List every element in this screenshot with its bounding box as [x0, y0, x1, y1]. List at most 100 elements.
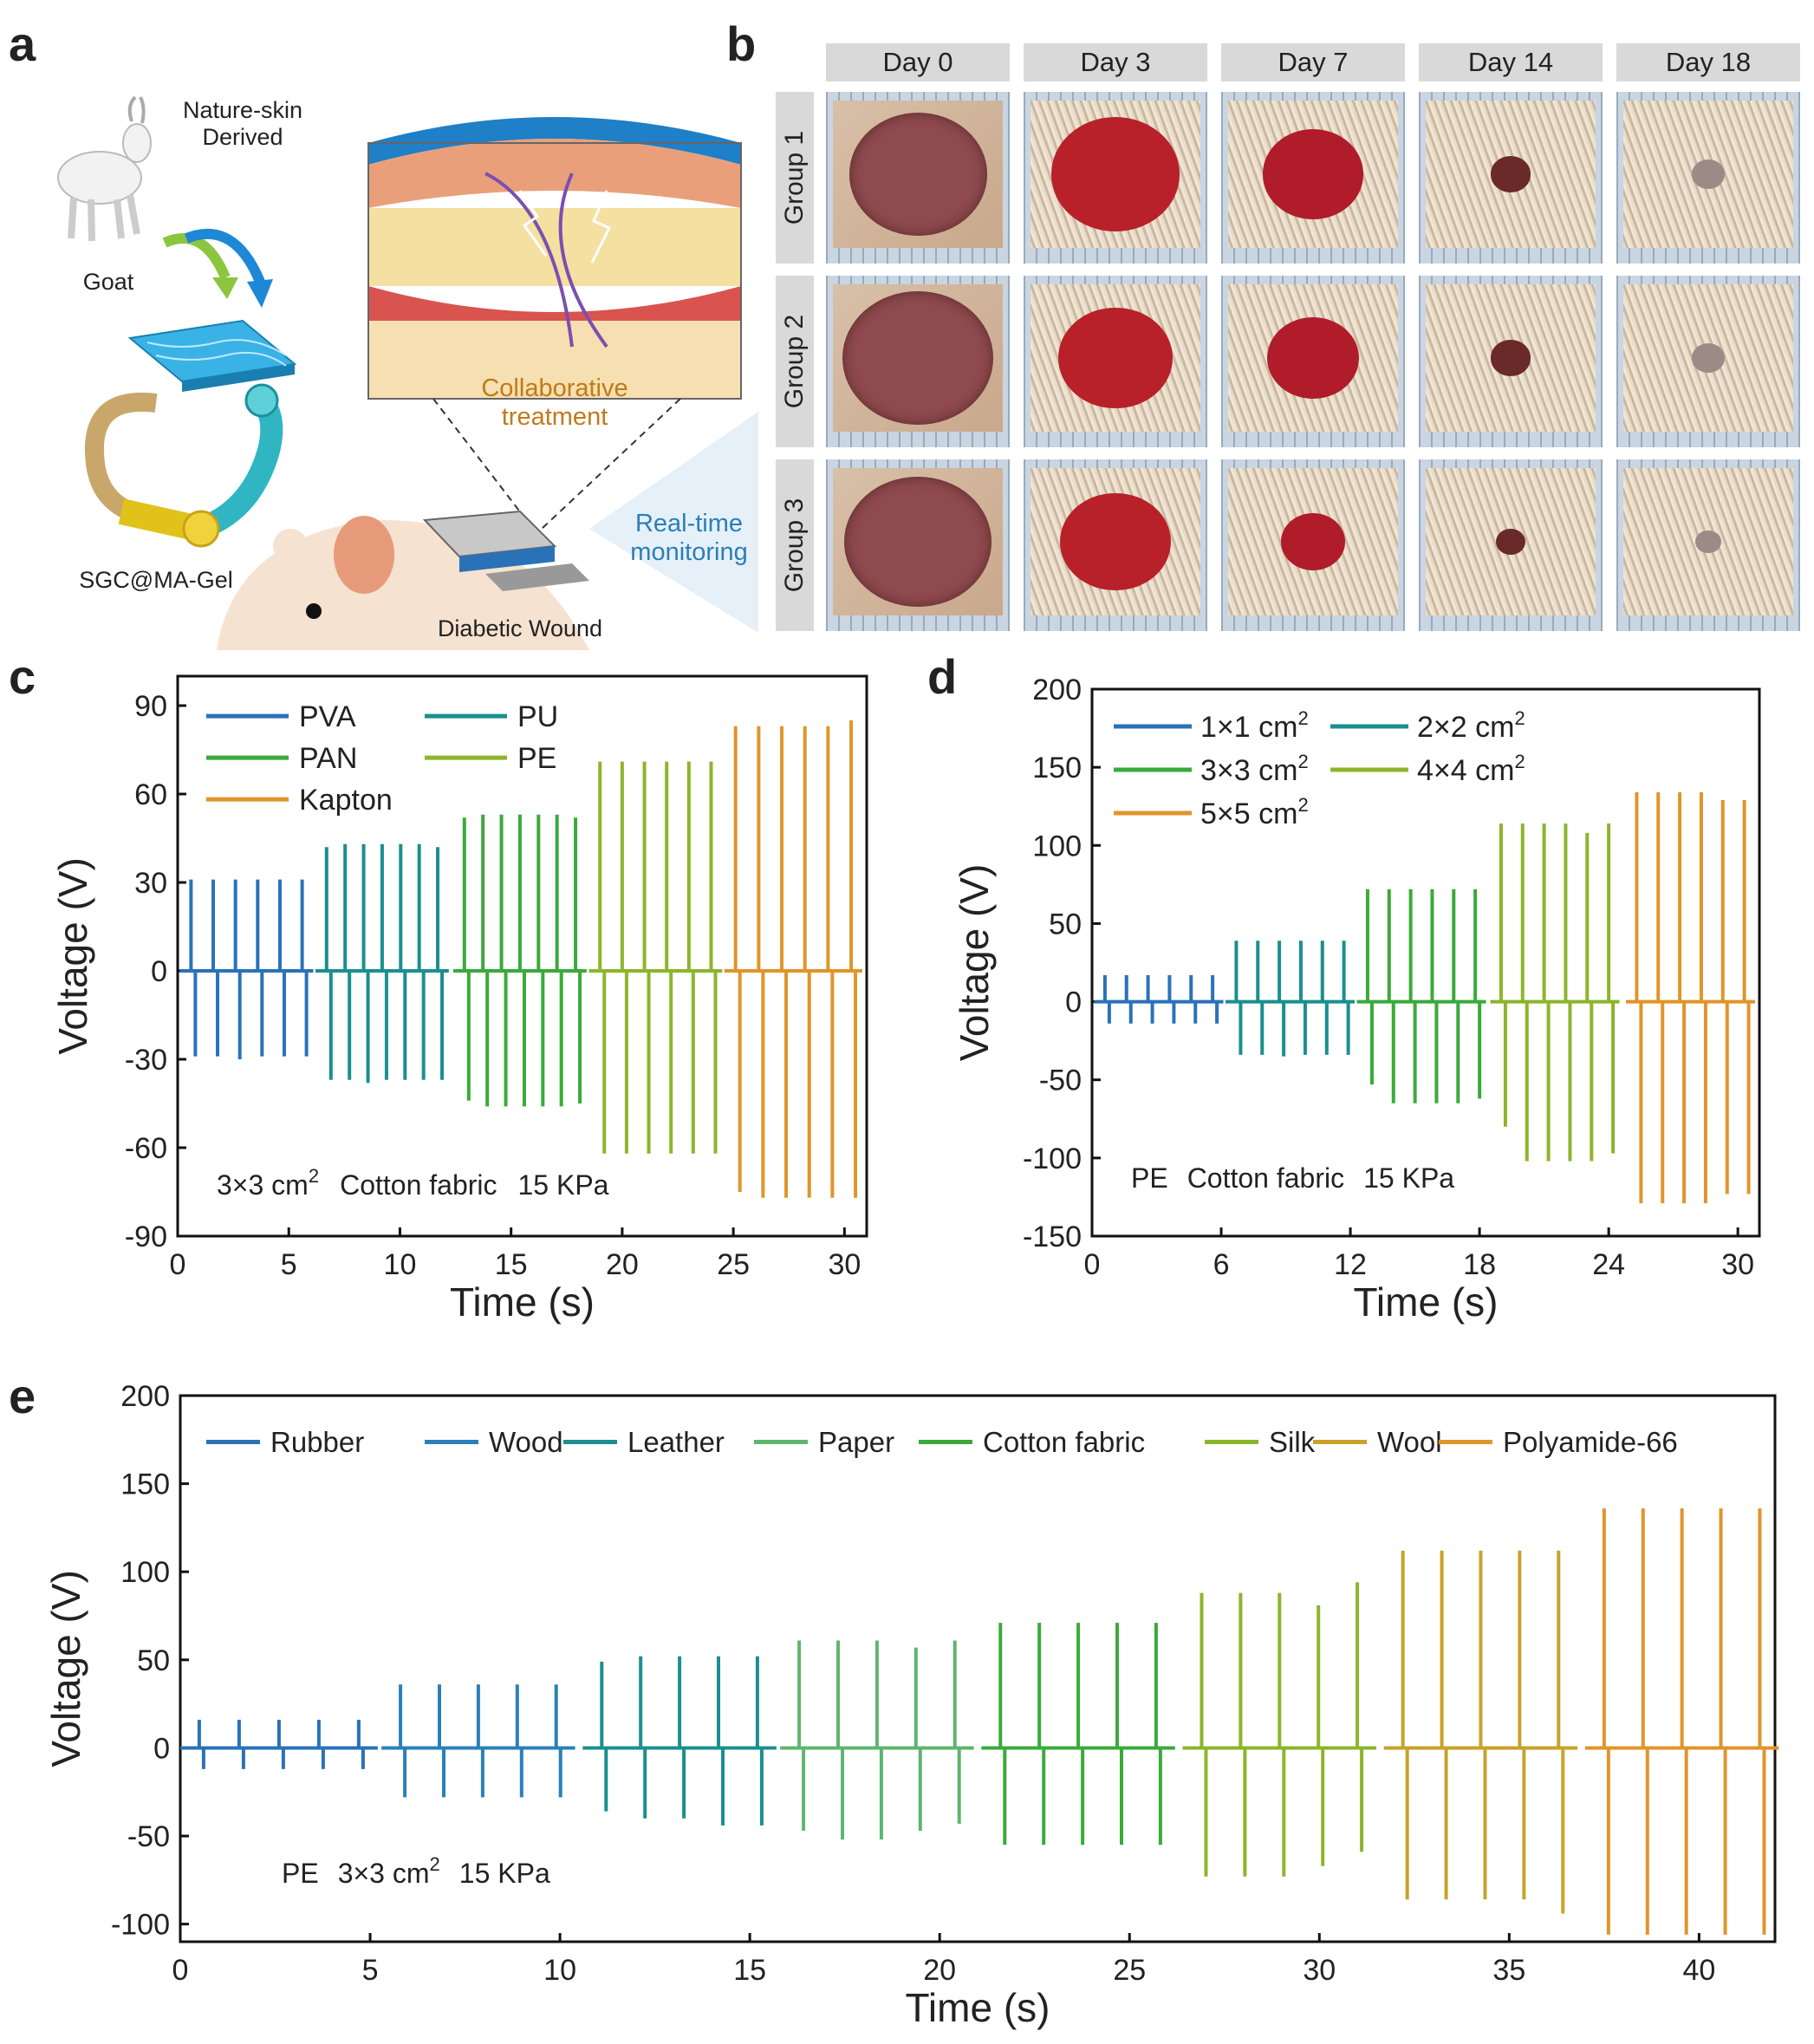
realtime-line1: Real-time — [634, 510, 744, 537]
series-kapton — [724, 720, 862, 1198]
legend-label: PAN — [299, 742, 357, 775]
wound-area — [1695, 530, 1721, 554]
y-tick-label: 50 — [137, 1644, 170, 1677]
wound-device-illustration — [422, 510, 589, 591]
wound-photo — [1221, 92, 1405, 264]
y-tick-label: 150 — [120, 1468, 170, 1501]
legend-label: Rubber — [270, 1426, 364, 1458]
wound-area — [1267, 316, 1359, 400]
legend-item-1: PU — [425, 700, 558, 733]
legend-label: PE — [517, 742, 556, 775]
annotation-area: 3×3 cm — [338, 1858, 430, 1889]
y-axis-label: Voltage (V) — [50, 857, 95, 1055]
x-tick-label: 15 — [495, 1248, 528, 1281]
y-tick-label: 100 — [1032, 830, 1082, 863]
diabetic-wound-label: Diabetic Wound — [437, 615, 603, 641]
wound-area — [1262, 129, 1364, 219]
legend-item-1: 2×2 cm2 — [1330, 707, 1525, 744]
material-label: SGC@MA-Gel — [79, 567, 233, 593]
nature-skin-line1: Nature-skin — [182, 97, 303, 123]
annotation-superscript: 2 — [430, 1853, 440, 1875]
legend-label: 1×1 cm2 — [1200, 707, 1309, 744]
legend-text: 1×1 cm — [1200, 711, 1297, 744]
y-axis-label: Voltage (V) — [43, 1570, 88, 1767]
y-tick-label: 200 — [120, 1380, 170, 1413]
legend-item-7: Polyamide-66 — [1439, 1426, 1678, 1458]
legend-item-2: 3×3 cm2 — [1114, 751, 1309, 787]
realtime-label: Real-time monitoring — [615, 510, 763, 567]
legend-superscript: 2 — [1297, 751, 1308, 772]
x-tick-label: 6 — [1213, 1248, 1230, 1281]
wound-photo — [826, 276, 1010, 447]
wound-area — [1691, 343, 1726, 373]
legend-superscript: 2 — [1297, 707, 1308, 729]
legend-item-4: Kapton — [206, 784, 393, 817]
collaborative-label: Collaborative treatment — [442, 374, 667, 432]
x-tick-label: 24 — [1592, 1248, 1625, 1281]
annotation-superscript: 2 — [309, 1165, 319, 1187]
legend-superscript: 2 — [1514, 707, 1525, 729]
legend-text: 2×2 cm — [1417, 711, 1514, 744]
y-tick-label: 90 — [134, 690, 167, 723]
x-axis-label: Time (s) — [450, 1279, 595, 1325]
x-tick-label: 25 — [717, 1248, 750, 1281]
annotation-area: 3×3 cm — [217, 1169, 309, 1201]
x-tick-label: 30 — [1721, 1248, 1754, 1281]
annotation-pressure: 15 KPa — [1363, 1162, 1454, 1194]
panel-a-schematic: Nature-skin Derived Goat SGC@MA-Gel Coll… — [35, 61, 763, 650]
chart-annotation: PE Cotton fabric 15 KPa — [1131, 1162, 1454, 1194]
annotation-material: PE — [1131, 1162, 1168, 1194]
group-label-2: Group 2 — [776, 276, 814, 447]
wound-area — [1060, 492, 1171, 591]
legend-text: 3×3 cm — [1200, 754, 1297, 787]
y-tick-label: 200 — [1032, 674, 1082, 706]
wound-photo — [1616, 459, 1800, 631]
wound-area — [1490, 156, 1531, 192]
x-tick-label: 25 — [1113, 1954, 1146, 1987]
legend-item-2: Leather — [563, 1426, 725, 1458]
legend-item-6: Wool — [1313, 1426, 1442, 1458]
y-tick-label: 150 — [1032, 752, 1082, 784]
nature-skin-label: Nature-skin Derived — [156, 97, 329, 151]
arrow-icon — [162, 228, 273, 308]
x-axis-label: Time (s) — [906, 1985, 1050, 2030]
y-tick-label: 0 — [153, 1732, 170, 1765]
wound-photo — [1221, 459, 1405, 631]
wound-photo — [1221, 276, 1405, 447]
goat-label: Goat — [82, 269, 134, 295]
y-tick-label: 60 — [134, 778, 167, 811]
x-tick-label: 0 — [170, 1248, 186, 1281]
legend-text: 4×4 cm — [1417, 754, 1514, 787]
plot-frame — [176, 674, 868, 1238]
y-tick-label: -50 — [127, 1820, 170, 1853]
wound-photo — [1024, 92, 1207, 264]
day-header-3: Day 14 — [1419, 43, 1603, 81]
collaborative-line1: Collaborative — [481, 374, 628, 402]
group-label-text: Group 1 — [780, 130, 809, 225]
panel-letter-d: d — [927, 649, 958, 704]
x-tick-label: 10 — [384, 1248, 417, 1281]
series-silk — [1182, 1582, 1376, 1877]
legend-item-2: PAN — [206, 742, 357, 775]
x-tick-label: 35 — [1492, 1954, 1525, 1987]
gel-patch-illustration — [127, 319, 297, 392]
y-tick-label: -60 — [125, 1132, 167, 1165]
annotation-fabric: Cotton fabric — [340, 1169, 497, 1201]
monitoring-beam — [589, 412, 758, 633]
y-tick-label: 50 — [1049, 908, 1082, 941]
wound-photo — [1024, 276, 1207, 447]
legend-label: Wood — [489, 1426, 563, 1458]
y-tick-label: 30 — [134, 867, 167, 900]
wound-area — [1496, 528, 1525, 556]
x-tick-label: 5 — [281, 1248, 297, 1281]
wound-area — [1280, 513, 1346, 570]
collaborative-line2: treatment — [501, 403, 608, 431]
legend-label: PU — [517, 700, 558, 733]
series-4-4-cm2 — [1490, 823, 1620, 1162]
wound-area — [1050, 117, 1180, 231]
legend-item-3: 4×4 cm2 — [1330, 751, 1525, 787]
x-tick-label: 10 — [543, 1954, 576, 1987]
series-pu — [315, 843, 449, 1084]
